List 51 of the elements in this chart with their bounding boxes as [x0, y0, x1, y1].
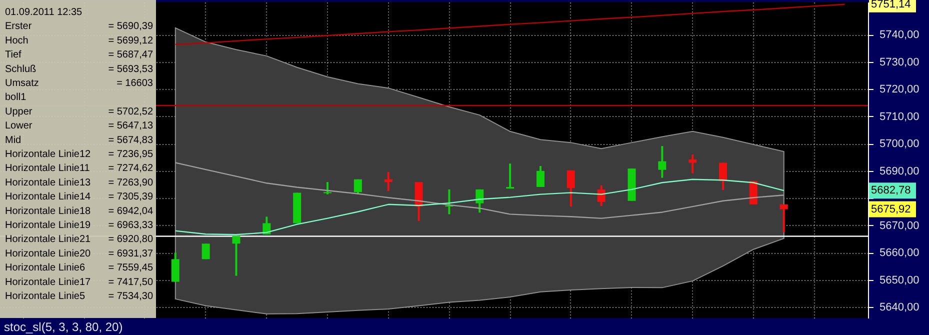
text: Tief = 5687,47	[5, 50, 153, 61]
text: Hoch = 5699,12	[5, 35, 153, 46]
candlestick	[171, 252, 180, 283]
candlestick	[566, 169, 575, 208]
annotation: boll1	[5, 92, 27, 104]
text: Horizontale Linie21 = 6920,80	[5, 234, 153, 246]
text: 5751,14	[871, 0, 911, 10]
candlestick	[262, 216, 271, 236]
text: 5675,92	[871, 203, 911, 216]
candlestick	[202, 242, 210, 260]
candlestick	[719, 162, 728, 191]
text: Horizontale Linie11 = 7274,62	[5, 163, 153, 174]
y-tick-label: 5690,00	[880, 165, 920, 178]
text: Mid = 5674,83	[5, 134, 153, 146]
y-tick-label: 5700,00	[880, 138, 920, 150]
y-tick-label: 5730,00	[880, 56, 920, 68]
candlestick	[506, 162, 514, 190]
candlestick	[688, 154, 697, 174]
text: Lower = 5647,13	[5, 120, 153, 132]
y-tick-label: 5670,00	[880, 220, 920, 232]
candlestick	[536, 164, 544, 188]
text: Erster = 5690,39	[5, 21, 153, 32]
candlestick	[780, 203, 788, 234]
text: Horizontale Linie12 = 7236,95	[5, 149, 153, 160]
y-tick-label: 5710,00	[880, 110, 920, 123]
text: stoc_sl(5, 3, 3, 80, 20)	[4, 320, 123, 334]
text: Umsatz = 16603	[5, 78, 153, 89]
text: Schluß = 5693,53	[5, 64, 153, 75]
candlestick	[658, 145, 666, 179]
text: Horizontale Linie18 = 6942,04	[5, 206, 153, 217]
text: Horizontale Linie6 = 7559,45	[5, 262, 153, 274]
text: Horizontale Linie19 = 6963,33	[5, 220, 153, 231]
text: Horizontale Linie14 = 7305,39	[5, 192, 153, 203]
text: Upper = 5702,52	[5, 106, 153, 118]
text: Horizontale Linie20 = 6931,37	[5, 248, 153, 260]
line-series	[174, 4, 846, 46]
candlestick	[324, 181, 332, 196]
y-tick-label: 5740,00	[880, 29, 920, 42]
y-tick-label: 5650,00	[880, 274, 920, 286]
line-series	[174, 162, 784, 219]
candlestick	[354, 178, 362, 196]
text: Horizontale Linie17 = 7417,50	[5, 276, 153, 288]
y-tick-label: 5640,00	[880, 302, 920, 314]
candlestick	[384, 170, 392, 192]
candlestick	[232, 235, 240, 277]
text: Horizontale Linie5 = 7534,30	[5, 291, 153, 302]
y-tick-label: 5660,00	[880, 247, 920, 260]
y-tick-label: 5720,00	[880, 84, 920, 96]
text: 5682,78	[871, 184, 911, 197]
text: Horizontale Linie13 = 7263,90	[5, 177, 153, 188]
annotation: 01.09.2011 12:35	[5, 7, 83, 18]
